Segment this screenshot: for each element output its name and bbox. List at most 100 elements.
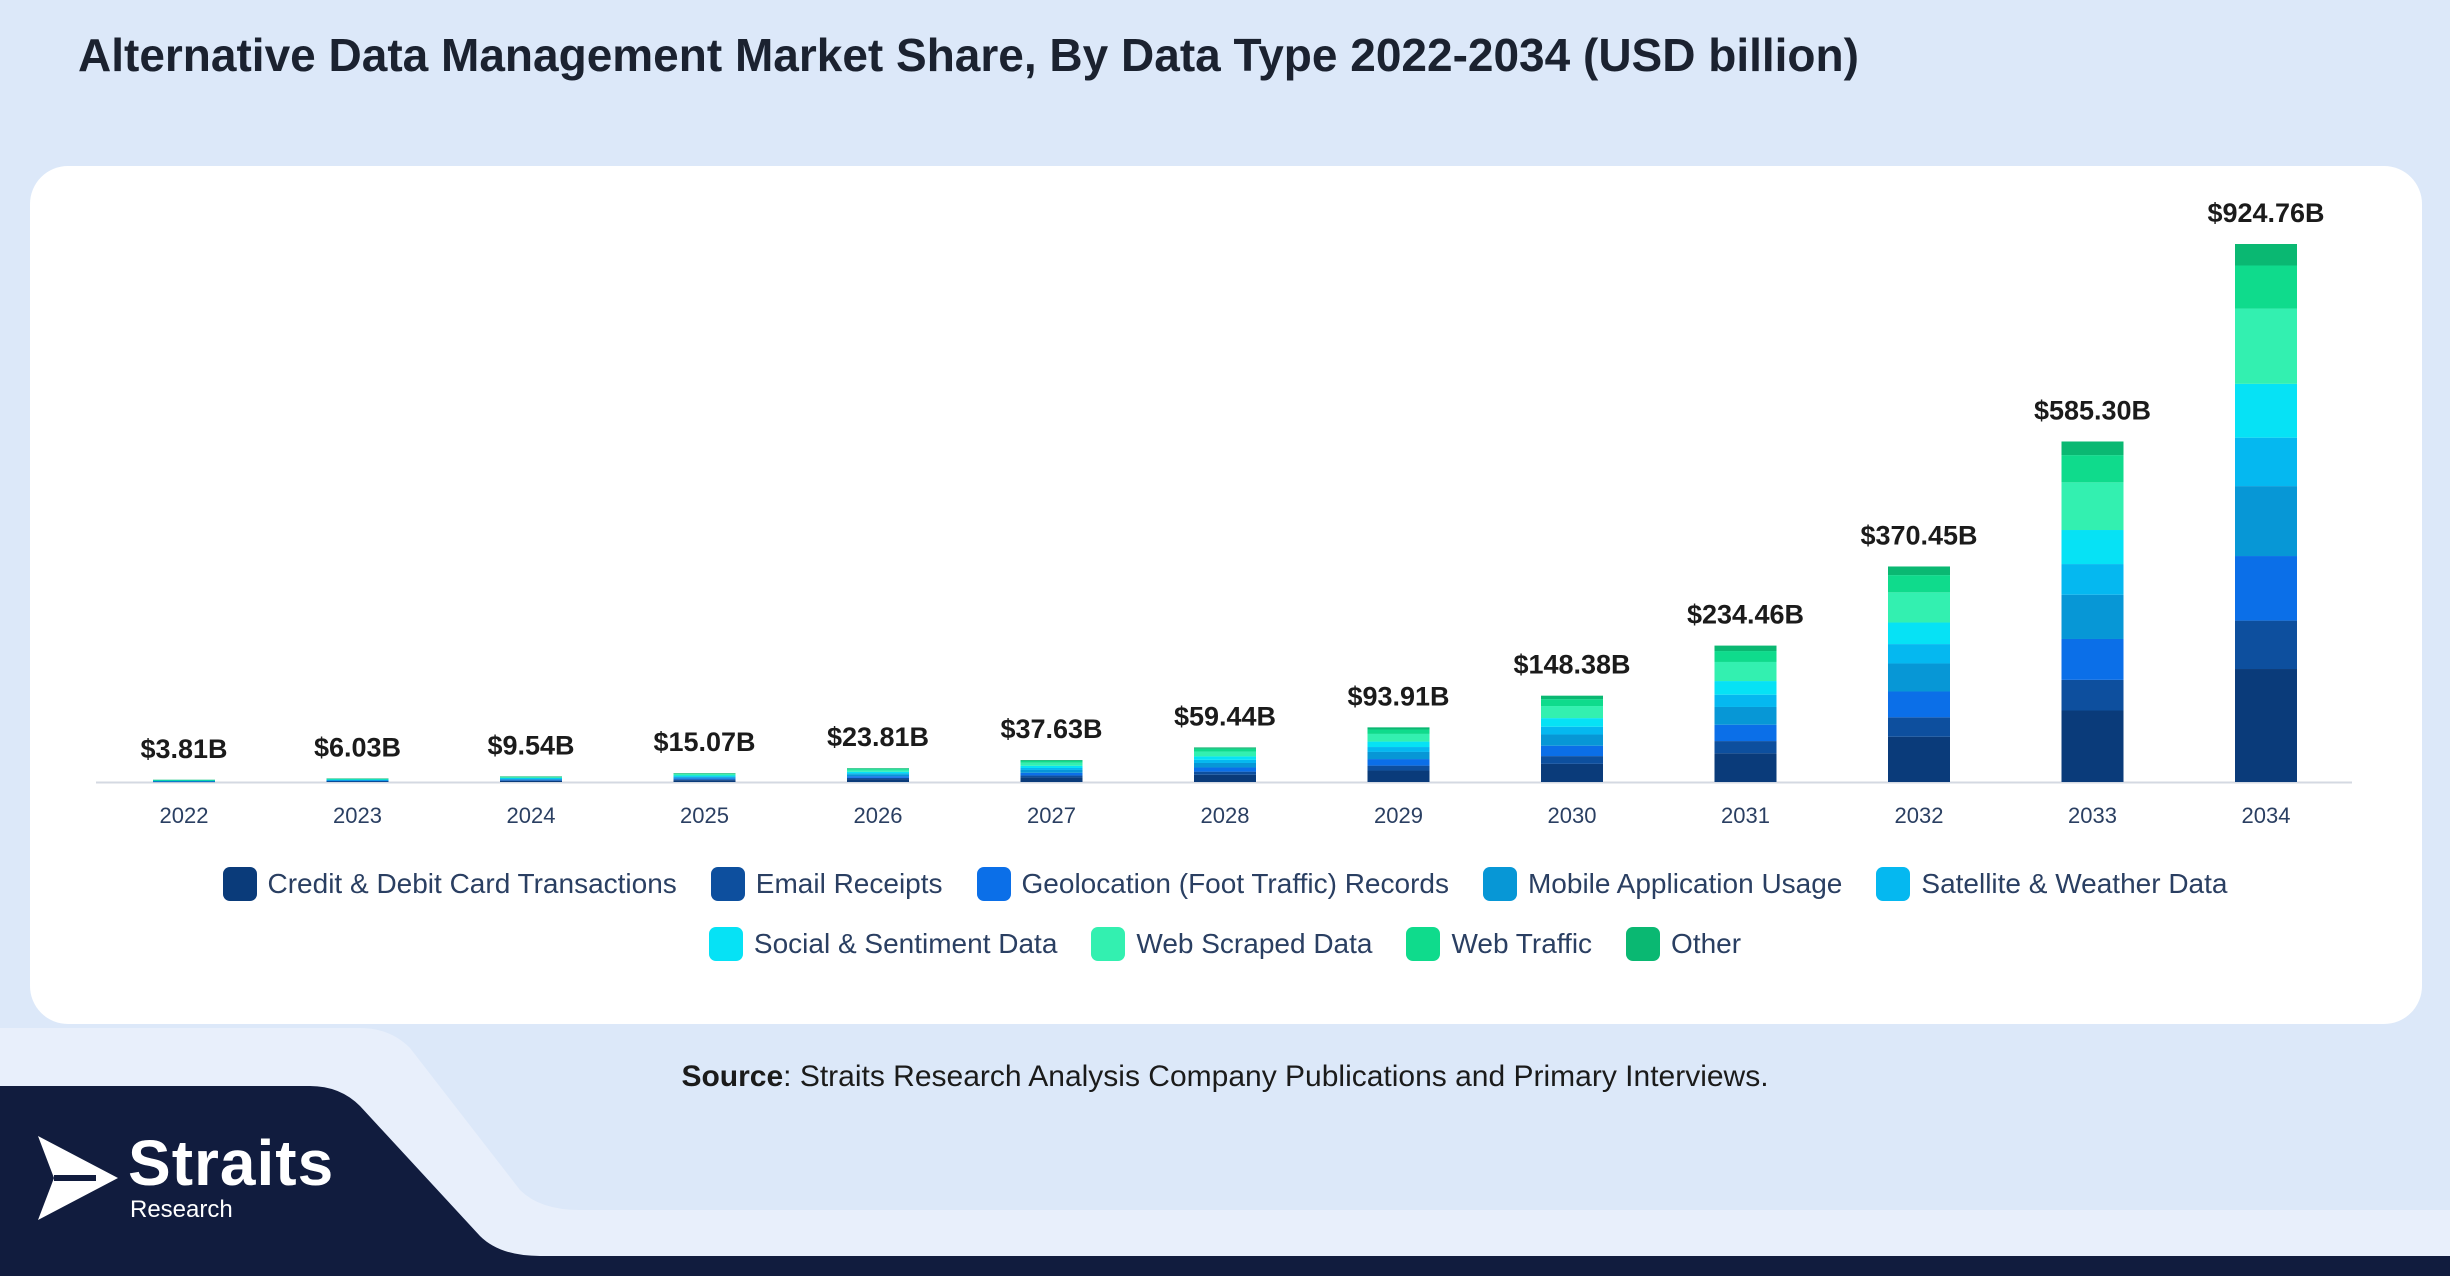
x-tick-label: 2027 — [1027, 803, 1076, 828]
legend-swatch — [1482, 867, 1517, 901]
legend-swatch — [1626, 927, 1661, 961]
bar-segment — [847, 776, 909, 778]
x-tick-label: 2024 — [507, 803, 556, 828]
bar-segment — [326, 780, 389, 781]
bar-segment — [500, 780, 562, 781]
bar-segment — [1541, 726, 1603, 735]
legend-item: Geolocation (Foot Traffic) Records — [976, 867, 1449, 901]
bar-segment — [1020, 760, 1083, 763]
bar-segment — [1194, 747, 1256, 749]
bar-segment — [2061, 441, 2124, 456]
bar-segment — [2235, 383, 2297, 438]
bar-segment — [1020, 772, 1083, 776]
legend-item: Web Scraped Data — [1091, 927, 1372, 961]
bar-segment — [1194, 748, 1256, 752]
bar-segment — [1714, 681, 1777, 695]
bar-segment — [1888, 736, 1950, 782]
bar-segment — [153, 780, 215, 781]
bar-segment — [1020, 767, 1083, 770]
bar-segment — [847, 771, 909, 774]
bar-segment — [847, 768, 909, 770]
legend-item: Email Receipts — [710, 867, 943, 901]
legend-label: Web Scraped Data — [1136, 928, 1373, 959]
legend-label: Mobile Application Usage — [1527, 868, 1843, 899]
x-tick-label: 2025 — [680, 803, 729, 828]
bar-segment — [673, 773, 736, 775]
bar-segment — [1367, 765, 1430, 771]
bar-segment — [2235, 437, 2297, 487]
bar-segment — [1888, 575, 1950, 593]
bar-segment — [847, 774, 909, 777]
brand-band — [0, 1028, 2450, 1276]
x-tick-label: 2028 — [1201, 803, 1250, 828]
bar-total-label: $370.45B — [1860, 520, 1977, 550]
bar-segment — [1194, 774, 1256, 782]
source-note: Source: Straits Research Analysis Compan… — [0, 1060, 2450, 1094]
bar-segment — [1541, 718, 1603, 727]
bar-segment — [847, 779, 909, 782]
bar-segment — [326, 778, 389, 780]
bar-segment — [1714, 651, 1777, 662]
legend-swatch — [708, 927, 743, 961]
legend-item: Other — [1626, 927, 1741, 961]
bar-segment — [1714, 645, 1777, 652]
page-title: Alternative Data Management Market Share… — [78, 29, 1859, 81]
bar-segment — [500, 777, 562, 779]
source-text: : Straits Research Analysis Company Publ… — [783, 1060, 1769, 1093]
bar-total-label: $59.44B — [1174, 701, 1276, 731]
bar-segment — [2235, 308, 2297, 384]
legend-item: Satellite & Weather Data — [1876, 867, 2227, 901]
bar-segment — [1020, 762, 1083, 766]
legend-label: Other — [1671, 928, 1742, 959]
bar-segment — [326, 779, 389, 781]
bar-total-label: $924.76B — [2207, 198, 2324, 228]
bar-segment — [326, 779, 389, 781]
bar-segment — [326, 781, 389, 782]
bar-segment — [847, 769, 909, 772]
bar-segment — [1194, 756, 1256, 760]
brand-name: Straits — [128, 1127, 335, 1199]
legend-label: Geolocation (Foot Traffic) Records — [1021, 868, 1449, 899]
bar-segment — [1367, 741, 1430, 748]
legend-row: Credit & Debit Card Transactions Email Re… — [0, 860, 2450, 908]
bar-segment — [2061, 564, 2124, 595]
legend-label: Web Traffic — [1451, 928, 1593, 959]
bar-total-label: $9.54B — [487, 730, 574, 760]
x-tick-label: 2033 — [2068, 803, 2117, 828]
bar-segment — [2235, 620, 2297, 670]
bar-segment — [2061, 594, 2124, 639]
x-tick-label: 2023 — [333, 803, 382, 828]
legend-item: Web Traffic — [1406, 927, 1592, 961]
brand-sub: Research — [130, 1196, 233, 1223]
bar-segment — [326, 780, 389, 782]
bar-segment — [1194, 751, 1256, 757]
bar-segment — [1888, 622, 1950, 645]
legend-item: Credit & Debit Card Transactions — [222, 867, 677, 901]
bar-segment — [1714, 741, 1777, 754]
bar-segment — [1541, 745, 1603, 757]
bar-total-label: $93.91B — [1347, 681, 1449, 711]
bar-segment — [2235, 244, 2297, 266]
bar-segment — [1714, 724, 1777, 742]
bar-segment — [1541, 695, 1603, 700]
x-tick-label: 2022 — [160, 803, 209, 828]
bar-total-label: $234.46B — [1687, 600, 1804, 630]
bar-segment — [2061, 679, 2124, 711]
bar-segment — [673, 774, 736, 776]
brand-curve-dark — [0, 1086, 2450, 1276]
bar-segment — [673, 777, 736, 779]
bar-segment — [1367, 747, 1430, 752]
bar-segment — [2061, 482, 2124, 531]
x-tick-label: 2029 — [1374, 803, 1423, 828]
bar-segment — [1367, 733, 1430, 742]
bar-total-label: $585.30B — [2034, 395, 2151, 425]
bar-segment — [2235, 669, 2297, 782]
bar-segment — [1714, 706, 1777, 725]
bar-segment — [2235, 556, 2297, 621]
bar-segment — [1888, 663, 1950, 692]
legend-label: Email Receipts — [755, 868, 943, 899]
bar-segment — [673, 779, 736, 781]
bar-total-label: $3.81B — [140, 734, 227, 764]
legend-label: Satellite & Weather Data — [1921, 868, 2228, 899]
legend-swatch — [976, 867, 1011, 901]
